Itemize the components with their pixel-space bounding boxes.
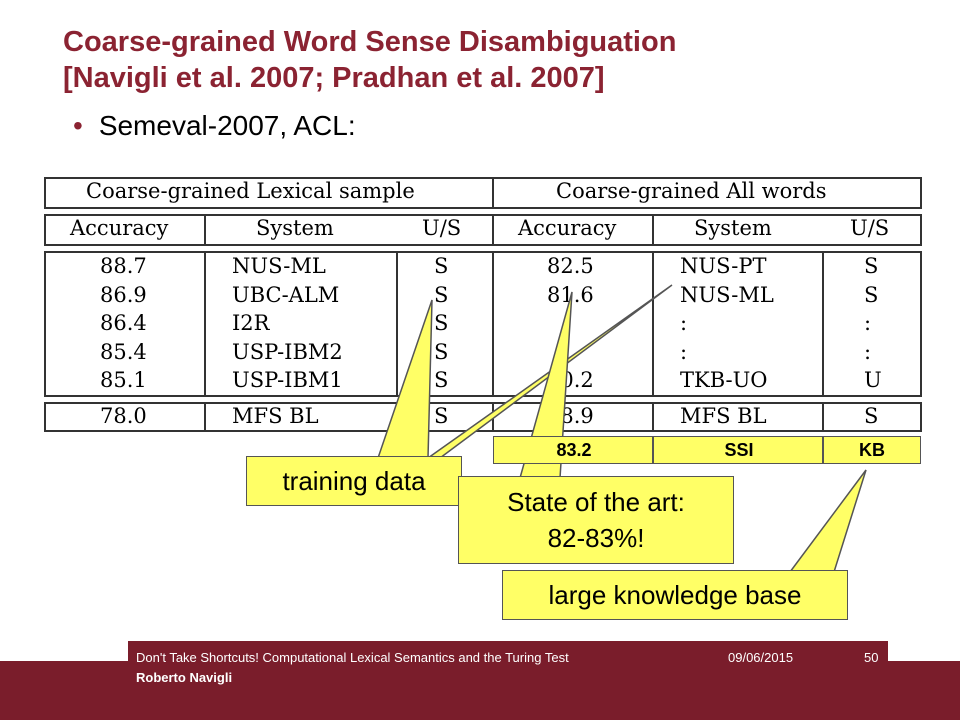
allwords-row-cell: : <box>864 311 872 335</box>
lexical-row-cell: USP-IBM2 <box>232 339 343 364</box>
lexical-row-cell: 88.7 <box>100 254 147 278</box>
footer-page-number: 50 <box>864 650 879 665</box>
ssi-row-divider <box>652 437 654 463</box>
lexical-row-cell: 85.1 <box>100 368 147 392</box>
header-us-2: U/S <box>850 216 890 240</box>
slide-title: Coarse-grained Word Sense Disambiguation… <box>63 24 923 96</box>
bullet-text: Semeval-2007, ACL: <box>98 110 356 141</box>
baseline-lex-accuracy: 78.0 <box>100 404 147 428</box>
group-header-box <box>44 177 922 209</box>
lexical-row-cell: S <box>434 282 449 307</box>
allwords-row-cell: : <box>680 339 688 364</box>
allwords-row-cell: : <box>864 339 872 364</box>
table-divider <box>204 214 206 246</box>
lexical-row-cell: UBC-ALM <box>232 282 340 307</box>
header-us-1: U/S <box>422 216 462 240</box>
allwords-row-cell: TKB-UO <box>680 368 768 392</box>
table-divider <box>204 251 206 397</box>
ssi-us: KB <box>859 440 885 460</box>
lexical-row-cell: S <box>434 368 449 392</box>
table-divider <box>822 251 824 397</box>
ssi-highlight-row: 83.2 SSI KB <box>493 436 921 464</box>
kb-pointer <box>788 469 867 573</box>
footer-date: 09/06/2015 <box>728 650 794 665</box>
lexical-row-cell: S <box>434 311 449 335</box>
ssi-system: SSI <box>724 440 754 460</box>
ssi-accuracy: 83.2 <box>556 440 592 460</box>
lexical-row-cell: 86.4 <box>100 311 147 335</box>
callout-knowledge-base: large knowledge base <box>502 570 848 620</box>
footer-talk-title: Don't Take Shortcuts! Computational Lexi… <box>136 650 569 665</box>
table-divider <box>652 251 654 397</box>
table-divider <box>652 402 654 432</box>
baseline-lex-system: MFS BL <box>232 404 319 428</box>
lexical-row-cell: 86.9 <box>100 282 147 307</box>
allwords-row-cell: U <box>864 368 882 392</box>
header-system-1: System <box>256 216 334 240</box>
baseline-aw-us: S <box>864 404 879 428</box>
ssi-row-divider <box>822 437 824 463</box>
allwords-row-cell: S <box>864 254 879 278</box>
callout-kb-text: large knowledge base <box>548 580 802 610</box>
allwords-row-cell: NUS-PT <box>680 254 767 278</box>
body-box <box>44 251 922 397</box>
allwords-row-cell: : <box>680 311 688 335</box>
callout-state-line2: 82-83%! <box>547 523 645 553</box>
group-header-allwords: Coarse-grained All words <box>556 179 827 203</box>
slide-title-line1: Coarse-grained Word Sense Disambiguation <box>63 26 677 58</box>
table-divider <box>492 177 494 209</box>
table-divider <box>652 214 654 246</box>
allwords-row-cell: NUS-ML <box>680 282 774 307</box>
lexical-row-cell: I2R <box>232 311 270 335</box>
lexical-row-cell: 85.4 <box>100 339 147 364</box>
lexical-row-cell: S <box>434 339 449 364</box>
callout-training-text: training data <box>282 466 426 496</box>
baseline-box <box>44 402 922 432</box>
column-header-box <box>44 214 922 246</box>
callout-state-of-art: State of the art: 82-83%! <box>458 476 734 564</box>
allwords-row-cell: 82.5 <box>547 254 594 278</box>
bullet-dot-icon: • <box>73 110 83 141</box>
bullet-item: • Semeval-2007, ACL: <box>73 110 356 142</box>
table-divider <box>822 402 824 432</box>
header-system-2: System <box>694 216 772 240</box>
table-divider <box>396 251 398 397</box>
callout-training-data: training data <box>246 456 462 506</box>
lexical-row-cell: USP-IBM1 <box>232 368 343 392</box>
baseline-lex-us: S <box>434 404 449 428</box>
baseline-aw-system: MFS BL <box>680 404 767 428</box>
table-divider <box>492 251 494 397</box>
header-accuracy-1: Accuracy <box>70 216 169 240</box>
footer-author: Roberto Navigli <box>136 670 233 685</box>
allwords-row-cell: S <box>864 282 879 307</box>
lexical-row-cell: S <box>434 254 449 278</box>
lexical-row-cell: NUS-ML <box>232 254 326 278</box>
table-divider <box>204 402 206 432</box>
slide-title-line2: [Navigli et al. 2007; Pradhan et al. 200… <box>63 62 605 94</box>
footer-box <box>128 641 888 720</box>
callout-state-line1: State of the art: <box>507 487 685 517</box>
header-accuracy-2: Accuracy <box>518 216 617 240</box>
group-header-lexical: Coarse-grained Lexical sample <box>86 179 415 203</box>
table-divider <box>492 214 494 246</box>
training-pointer <box>376 299 433 459</box>
